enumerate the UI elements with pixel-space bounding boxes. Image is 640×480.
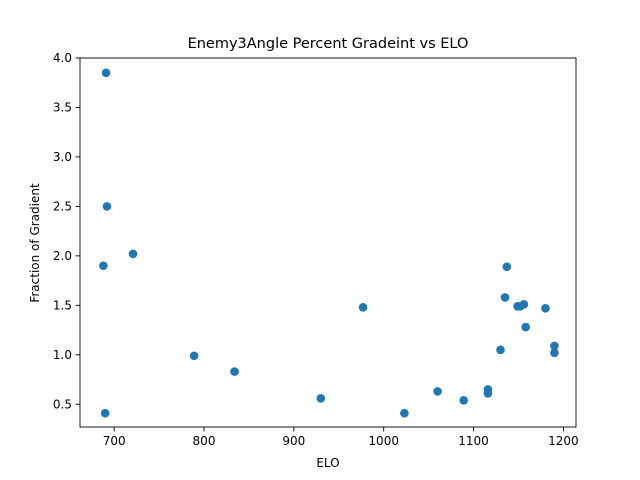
y-tick-label: 2.0 xyxy=(53,249,72,263)
y-tick-label: 3.5 xyxy=(53,101,72,115)
y-tick-label: 2.5 xyxy=(53,200,72,214)
data-point xyxy=(99,261,108,271)
y-tick-label: 0.5 xyxy=(53,397,72,411)
data-point xyxy=(550,348,559,358)
y-tick-label: 1.5 xyxy=(53,299,72,313)
y-tick-label: 1.0 xyxy=(53,348,72,362)
x-tick-label: 1100 xyxy=(458,434,489,448)
data-point xyxy=(100,408,110,418)
data-point xyxy=(541,303,550,313)
chart-title: Enemy3Angle Percent Gradeint vs ELO xyxy=(188,36,469,52)
data-point xyxy=(500,293,510,302)
y-tick-label: 3.0 xyxy=(53,150,72,164)
data-point xyxy=(230,367,239,376)
x-tick-label: 700 xyxy=(103,434,126,448)
y-axis-ticks: 0.5 1.0 1.5 2.0 2.5 3.0 3.5 4.0 xyxy=(53,51,80,411)
y-tick-label: 4.0 xyxy=(53,51,72,65)
data-point xyxy=(102,202,112,211)
data-point xyxy=(400,408,409,418)
data-point xyxy=(101,68,111,78)
x-axis-ticks: 700 800 900 1000 1100 1200 xyxy=(103,427,579,448)
x-tick-label: 1000 xyxy=(368,434,399,448)
data-point xyxy=(128,249,138,259)
y-axis-label: Fraction of Gradient xyxy=(28,183,42,303)
data-point xyxy=(189,351,199,361)
plot-frame xyxy=(79,57,577,428)
x-tick-label: 1200 xyxy=(548,434,579,448)
data-point xyxy=(519,300,529,309)
x-axis-label: ELO xyxy=(316,456,339,470)
data-point xyxy=(521,322,530,332)
data-point xyxy=(316,394,326,403)
axes-layer xyxy=(79,57,577,428)
x-tick-label: 900 xyxy=(282,434,305,448)
data-point xyxy=(483,389,493,398)
data-point xyxy=(358,303,368,312)
data-point xyxy=(502,262,512,272)
plot-area xyxy=(80,58,576,427)
data-point xyxy=(459,395,468,405)
data-point xyxy=(433,387,442,396)
x-tick-label: 800 xyxy=(193,434,216,448)
data-point xyxy=(550,341,559,351)
data-point xyxy=(496,345,505,355)
points-layer xyxy=(99,68,559,418)
